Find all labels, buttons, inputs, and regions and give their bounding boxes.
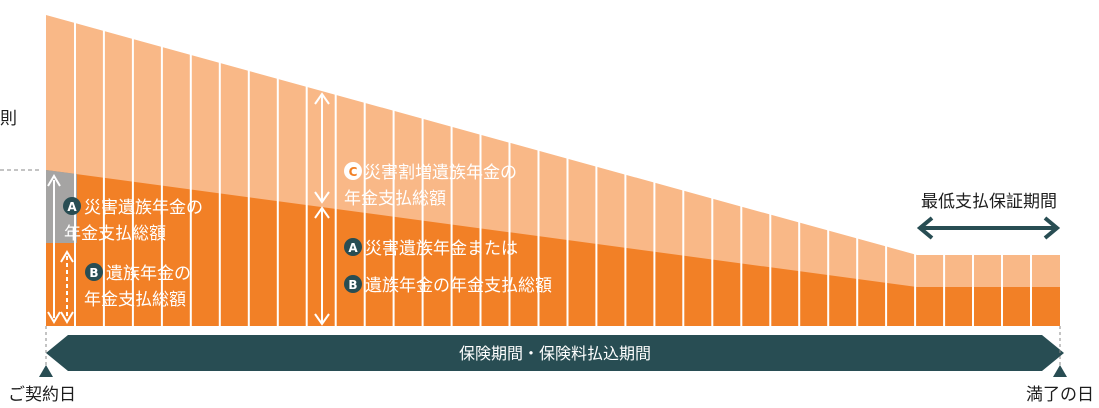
badge-c-letter: C	[349, 165, 358, 179]
annotation-b-left-line2: 年金支払総額	[84, 290, 186, 310]
badge-b-left-letter: B	[89, 266, 98, 280]
annotation-b-left: B 遺族年金の 年金支払総額	[84, 263, 191, 310]
contract-day-label: ご契約日	[8, 385, 76, 405]
annotation-b-middle-line: 遺族年金の年金支払総額	[365, 276, 552, 296]
annotation-c: C 災害割増遺族年金の 年金支払総額	[344, 162, 517, 209]
left-cutoff-label: 則	[0, 109, 17, 129]
arrow-b-left	[60, 250, 74, 324]
badge-c	[344, 162, 362, 180]
maturity-day-label: 満了の日	[1026, 385, 1094, 405]
arrow-a-left	[47, 174, 61, 324]
badge-a-middle	[344, 238, 362, 256]
annotation-a-left-line2: 年金支払総額	[64, 224, 166, 244]
badge-b-middle-letter: B	[348, 278, 357, 292]
annuity-bars	[46, 15, 1060, 326]
annotation-ab-middle: A 災害遺族年金または B 遺族年金の年金支払総額	[344, 238, 552, 296]
arrow-c-middle	[314, 92, 330, 204]
annotation-a-left: A 災害遺族年金の 年金支払総額	[63, 197, 203, 244]
badge-a-left-letter: A	[67, 200, 77, 214]
annotation-a-left-line1: 災害遺族年金の	[84, 198, 203, 218]
contract-day-marker-icon	[39, 365, 53, 377]
annotation-c-line1: 災害割増遺族年金の	[364, 163, 517, 183]
badge-b-left	[85, 263, 103, 281]
annotation-a-middle-line: 災害遺族年金または	[365, 239, 518, 259]
badge-a-middle-letter: A	[348, 241, 358, 255]
period-bar	[46, 335, 1064, 371]
maturity-day-marker-icon	[1053, 365, 1067, 377]
annotation-b-left-line1: 遺族年金の	[106, 264, 191, 284]
annotation-c-line2: 年金支払総額	[344, 189, 446, 209]
badge-b-middle	[344, 275, 362, 293]
guarantee-period-label: 最低支払保証期間	[921, 192, 1057, 212]
dark-band-award	[46, 170, 1060, 326]
badge-a-left	[63, 197, 81, 215]
arrow-ab-middle	[314, 206, 330, 326]
guarantee-period-arrow	[916, 216, 1061, 240]
bar-dividers	[74, 21, 1032, 326]
period-bar-label: 保険期間・保険料払込期間	[459, 344, 651, 363]
